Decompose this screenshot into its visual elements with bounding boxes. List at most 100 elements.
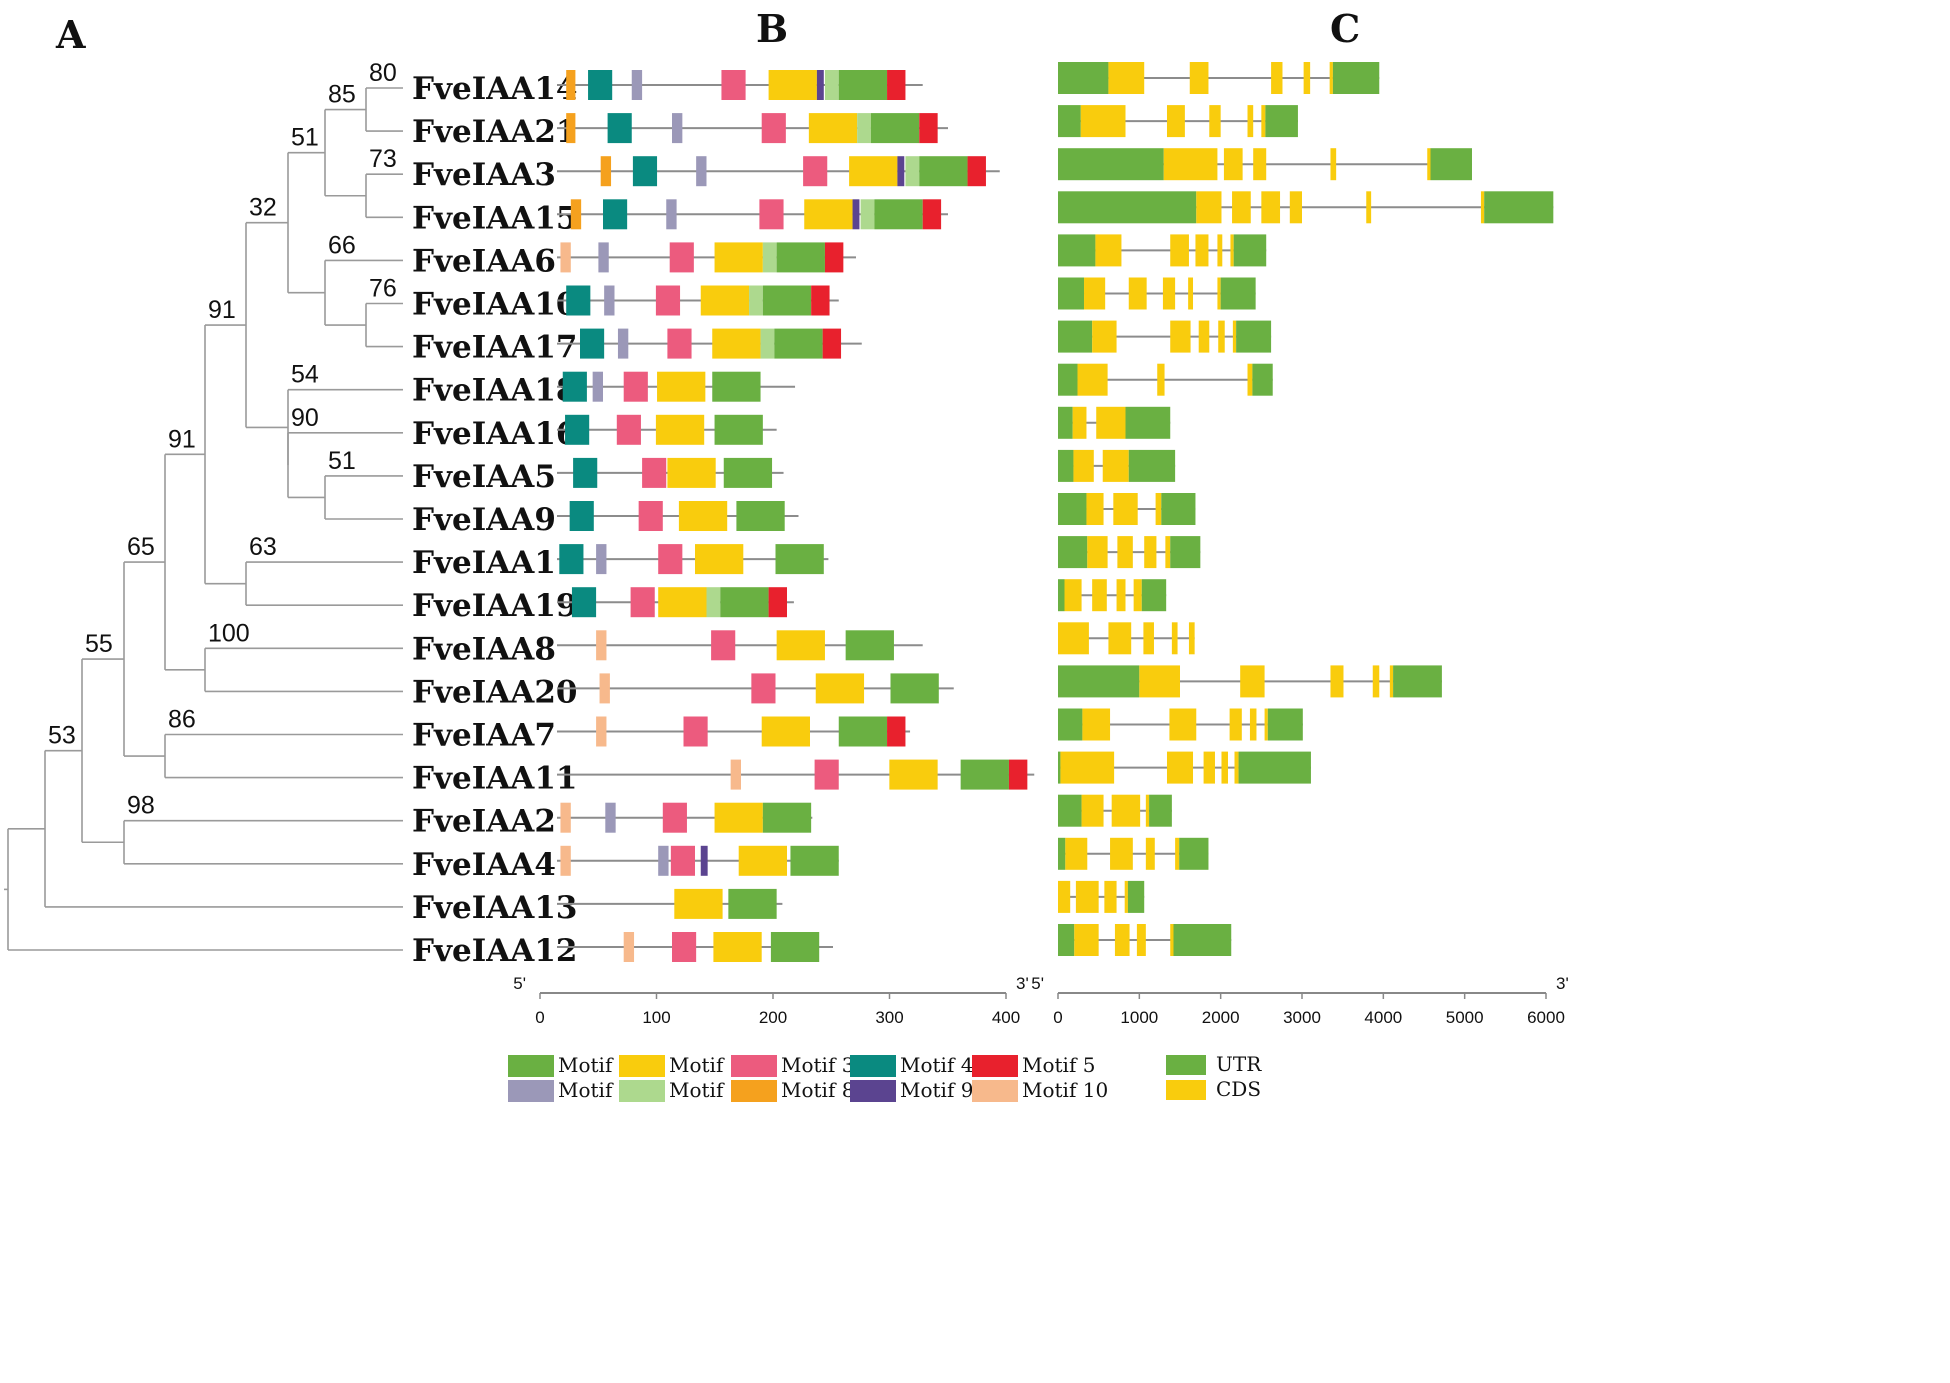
motif-block-motif-1 — [762, 802, 812, 833]
cds-block — [1064, 579, 1082, 612]
bootstrap-value: 65 — [127, 533, 155, 561]
legend-label-cds: CDS — [1216, 1077, 1261, 1101]
utr-block — [1058, 751, 1061, 784]
motif-block-motif-8 — [570, 199, 582, 230]
motif-block-motif-3 — [814, 759, 839, 790]
cds-block — [1389, 665, 1394, 698]
cds-block — [1196, 191, 1222, 224]
motif-block-motif-2 — [712, 328, 761, 359]
utr-block — [1058, 708, 1083, 741]
motif-block-motif-9 — [852, 199, 860, 230]
cds-block — [1084, 277, 1106, 310]
cds-block — [1144, 536, 1157, 569]
legend: Motif 1 Motif 2 Motif 3 Motif 4 Motif 5Motif… — [508, 1052, 1262, 1102]
cds-block — [1229, 708, 1242, 741]
motif-axis: 5' 3' 0 100 200 300 400 — [513, 974, 1028, 1027]
cds-block — [1162, 277, 1176, 310]
structure-row-fveiaa15 — [1058, 191, 1554, 224]
motif-block-motif-2 — [738, 845, 787, 876]
motif-row-fveiaa6 — [557, 242, 856, 273]
cds-block — [1086, 493, 1104, 525]
motif-tick-label: 400 — [992, 1008, 1020, 1027]
legend-swatch-motif-7 — [619, 1080, 665, 1102]
cds-block — [1223, 148, 1243, 181]
legend-label-motif-3: Motif 3 — [781, 1053, 854, 1077]
utr-block — [1252, 363, 1273, 396]
cds-block — [1102, 449, 1129, 482]
gene-label: FveIAA3 — [412, 157, 556, 193]
cds-block — [1203, 751, 1215, 784]
motif-block-motif-6 — [598, 242, 609, 273]
structure-row-fveiaa16 — [1058, 406, 1171, 439]
bootstrap-value: 100 — [208, 619, 250, 647]
cds-block — [1271, 62, 1283, 94]
gene-label: FveIAA18 — [412, 373, 578, 409]
motif-block-motif-3 — [672, 932, 697, 962]
bootstrap-value: 63 — [249, 533, 277, 561]
utr-block — [1236, 320, 1272, 353]
motif-block-motif-6 — [658, 845, 669, 876]
bootstrap-value: 53 — [48, 722, 76, 750]
motif-block-motif-8 — [600, 156, 612, 187]
cds-block — [1074, 924, 1099, 956]
cds-block — [1217, 234, 1223, 267]
motif-row-fveiaa14 — [557, 70, 923, 100]
motif-row-fveiaa3 — [557, 156, 1000, 187]
motif-row-fveiaa21 — [557, 113, 948, 144]
motif-block-motif-6 — [672, 113, 683, 144]
utr-block — [1267, 708, 1303, 741]
motif-block-motif-3 — [711, 630, 736, 661]
utr-block — [1265, 105, 1298, 138]
bootstrap-value: 51 — [291, 124, 319, 152]
gene-label: FveIAA7 — [412, 718, 556, 754]
cds-block — [1116, 579, 1126, 612]
motif-block-motif-6 — [631, 70, 643, 100]
structure-row-fveiaa9 — [1058, 493, 1196, 525]
motif-block-motif-5 — [919, 113, 938, 144]
cds-block — [1073, 449, 1094, 482]
gene-label: FveIAA14 — [412, 71, 578, 107]
motif-row-fveiaa12 — [557, 932, 833, 962]
cds-block — [1330, 148, 1337, 181]
bootstrap-value: 32 — [249, 194, 277, 222]
motif-block-motif-1 — [890, 673, 939, 704]
legend-swatch-motif-6 — [508, 1080, 554, 1102]
gene-label: FveIAA13 — [412, 890, 578, 926]
cds-block — [1155, 493, 1162, 525]
motif-row-fveiaa18 — [557, 371, 796, 402]
bootstrap-value: 98 — [127, 792, 155, 820]
motif-block-motif-2 — [849, 156, 898, 187]
structure-tick-label: 6000 — [1527, 1008, 1565, 1027]
cds-block — [1124, 880, 1128, 913]
motif-row-fveiaa17 — [557, 328, 862, 359]
motif-block-motif-1 — [775, 544, 824, 575]
utr-block — [1058, 536, 1088, 569]
cds-block — [1139, 665, 1180, 698]
motif-block-motif-7 — [857, 113, 871, 144]
motif-block-motif-10 — [730, 759, 741, 790]
motif-block-motif-2 — [776, 630, 825, 661]
legend-swatch-motif-4 — [850, 1055, 896, 1077]
motif-block-motif-1 — [870, 113, 920, 144]
utr-block — [1141, 579, 1167, 612]
motif-block-motif-4 — [562, 371, 587, 402]
utr-block — [1058, 493, 1087, 525]
structure-row-fveiaa7 — [1058, 708, 1303, 741]
structure-3prime-label: 3' — [1556, 974, 1569, 993]
utr-block — [1058, 320, 1093, 353]
bootstrap-value: 54 — [291, 361, 319, 389]
structure-row-fveiaa21 — [1058, 105, 1298, 138]
motif-block-motif-1 — [838, 70, 888, 100]
legend-swatch-motif-2 — [619, 1055, 665, 1077]
motif-tick-label: 200 — [759, 1008, 787, 1027]
legend-label-motif-9: Motif 9 — [900, 1078, 973, 1102]
utr-block — [1058, 579, 1065, 612]
cds-block — [1087, 536, 1108, 569]
motif-block-motif-3 — [638, 501, 663, 531]
motif-block-motif-4 — [565, 414, 590, 445]
motif-block-motif-2 — [713, 932, 762, 962]
motif-block-motif-2 — [667, 457, 716, 488]
cds-block — [1117, 536, 1133, 569]
motif-row-fveiaa13 — [557, 888, 783, 919]
motif-block-motif-6 — [596, 544, 607, 575]
